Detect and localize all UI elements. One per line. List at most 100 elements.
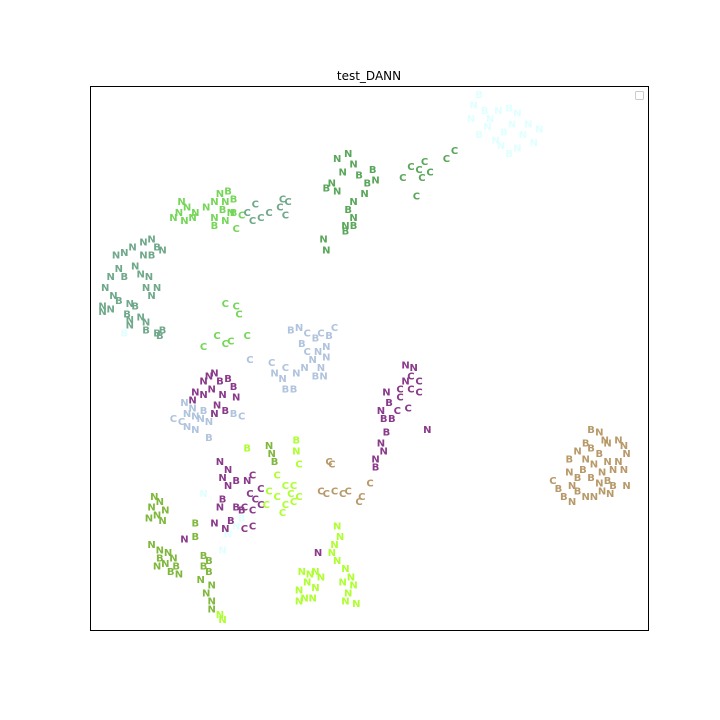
data-point: B	[312, 371, 320, 382]
data-point: N	[317, 572, 325, 583]
data-point: C	[328, 460, 335, 471]
data-point: N	[142, 318, 150, 329]
data-point: N	[197, 575, 205, 586]
data-point: N	[595, 428, 603, 439]
data-point: N	[401, 377, 409, 388]
data-point: N	[210, 213, 218, 224]
data-point: B	[156, 554, 164, 565]
data-point: B	[481, 106, 489, 117]
data-point: N	[191, 387, 199, 398]
data-point: B	[159, 326, 167, 337]
data-point: N	[568, 481, 576, 492]
data-point: N	[590, 460, 598, 471]
data-point: B	[369, 165, 377, 176]
data-point: N	[156, 546, 164, 557]
data-point: N	[298, 567, 306, 578]
data-point: N	[188, 395, 196, 406]
data-point: C	[282, 481, 289, 492]
data-point: B	[475, 130, 483, 141]
data-point: N	[268, 449, 276, 460]
data-point: C	[282, 500, 289, 511]
data-point: N	[221, 197, 229, 208]
data-point: N	[101, 283, 109, 294]
data-point: N	[494, 106, 502, 117]
data-point: B	[191, 532, 199, 543]
data-point: N	[622, 481, 630, 492]
data-point: N	[98, 302, 106, 313]
data-point: N	[535, 125, 543, 136]
plot-area-frame	[90, 86, 649, 631]
data-point: B	[205, 556, 213, 567]
chart-title: test_DANN	[337, 69, 401, 83]
data-point: C	[407, 162, 414, 173]
data-point: N	[139, 251, 147, 262]
data-point: B	[219, 495, 227, 506]
data-point: C	[265, 208, 272, 219]
data-point: N	[565, 468, 573, 479]
data-point: B	[230, 409, 238, 420]
data-point: N	[161, 505, 169, 516]
data-point: N	[169, 213, 177, 224]
data-point: N	[153, 562, 161, 573]
data-point: N	[265, 441, 273, 452]
data-point: N	[467, 114, 475, 125]
data-point: B	[298, 339, 306, 350]
data-point: N	[582, 454, 590, 465]
data-point: N	[582, 492, 590, 503]
data-point: B	[148, 251, 156, 262]
data-point: C	[241, 503, 248, 514]
data-point: N	[270, 369, 278, 380]
data-point: B	[156, 331, 164, 342]
data-point: C	[396, 393, 403, 404]
data-point: B	[574, 487, 582, 498]
data-point: N	[377, 406, 385, 417]
data-point: N	[202, 202, 210, 213]
data-point: N	[218, 473, 226, 484]
data-point: C	[238, 412, 245, 423]
data-point: N	[147, 291, 155, 302]
data-point: N	[352, 599, 360, 610]
data-point: N	[622, 449, 630, 460]
data-point: N	[227, 208, 235, 219]
data-point: N	[183, 409, 191, 420]
data-point: N	[112, 251, 120, 262]
data-point: N	[598, 487, 606, 498]
legend-box[interactable]	[635, 91, 644, 100]
data-point: N	[483, 122, 491, 133]
data-point: B	[115, 296, 123, 307]
data-point: N	[218, 615, 226, 626]
data-point: N	[208, 596, 216, 607]
data-point: N	[530, 138, 538, 149]
data-point: N	[180, 535, 188, 546]
data-point: N	[191, 425, 199, 436]
data-point: N	[470, 101, 478, 112]
data-point: N	[153, 283, 161, 294]
data-point: N	[333, 186, 341, 197]
data-point: N	[180, 398, 188, 409]
data-point: B	[292, 436, 300, 447]
data-point: N	[349, 160, 357, 171]
data-point: B	[230, 208, 238, 219]
data-point: N	[380, 446, 388, 457]
data-point: C	[249, 521, 256, 532]
data-point: B	[238, 513, 246, 524]
data-point: B	[205, 567, 213, 578]
data-point: C	[178, 417, 185, 428]
data-point: B	[344, 205, 352, 216]
data-point: B	[604, 476, 612, 487]
data-point: B	[609, 481, 617, 492]
data-point: B	[385, 398, 393, 409]
data-point: B	[238, 505, 246, 516]
data-point: N	[199, 377, 207, 388]
data-point: N	[158, 516, 166, 527]
data-point: N	[317, 363, 325, 374]
data-point: B	[290, 385, 298, 396]
data-point: B	[123, 310, 131, 321]
data-point: B	[211, 221, 219, 232]
data-point: N	[614, 457, 622, 468]
data-point: C	[295, 460, 302, 471]
data-point: N	[142, 283, 150, 294]
data-point: C	[405, 403, 412, 414]
data-point: C	[295, 492, 302, 503]
data-point: N	[107, 304, 115, 315]
